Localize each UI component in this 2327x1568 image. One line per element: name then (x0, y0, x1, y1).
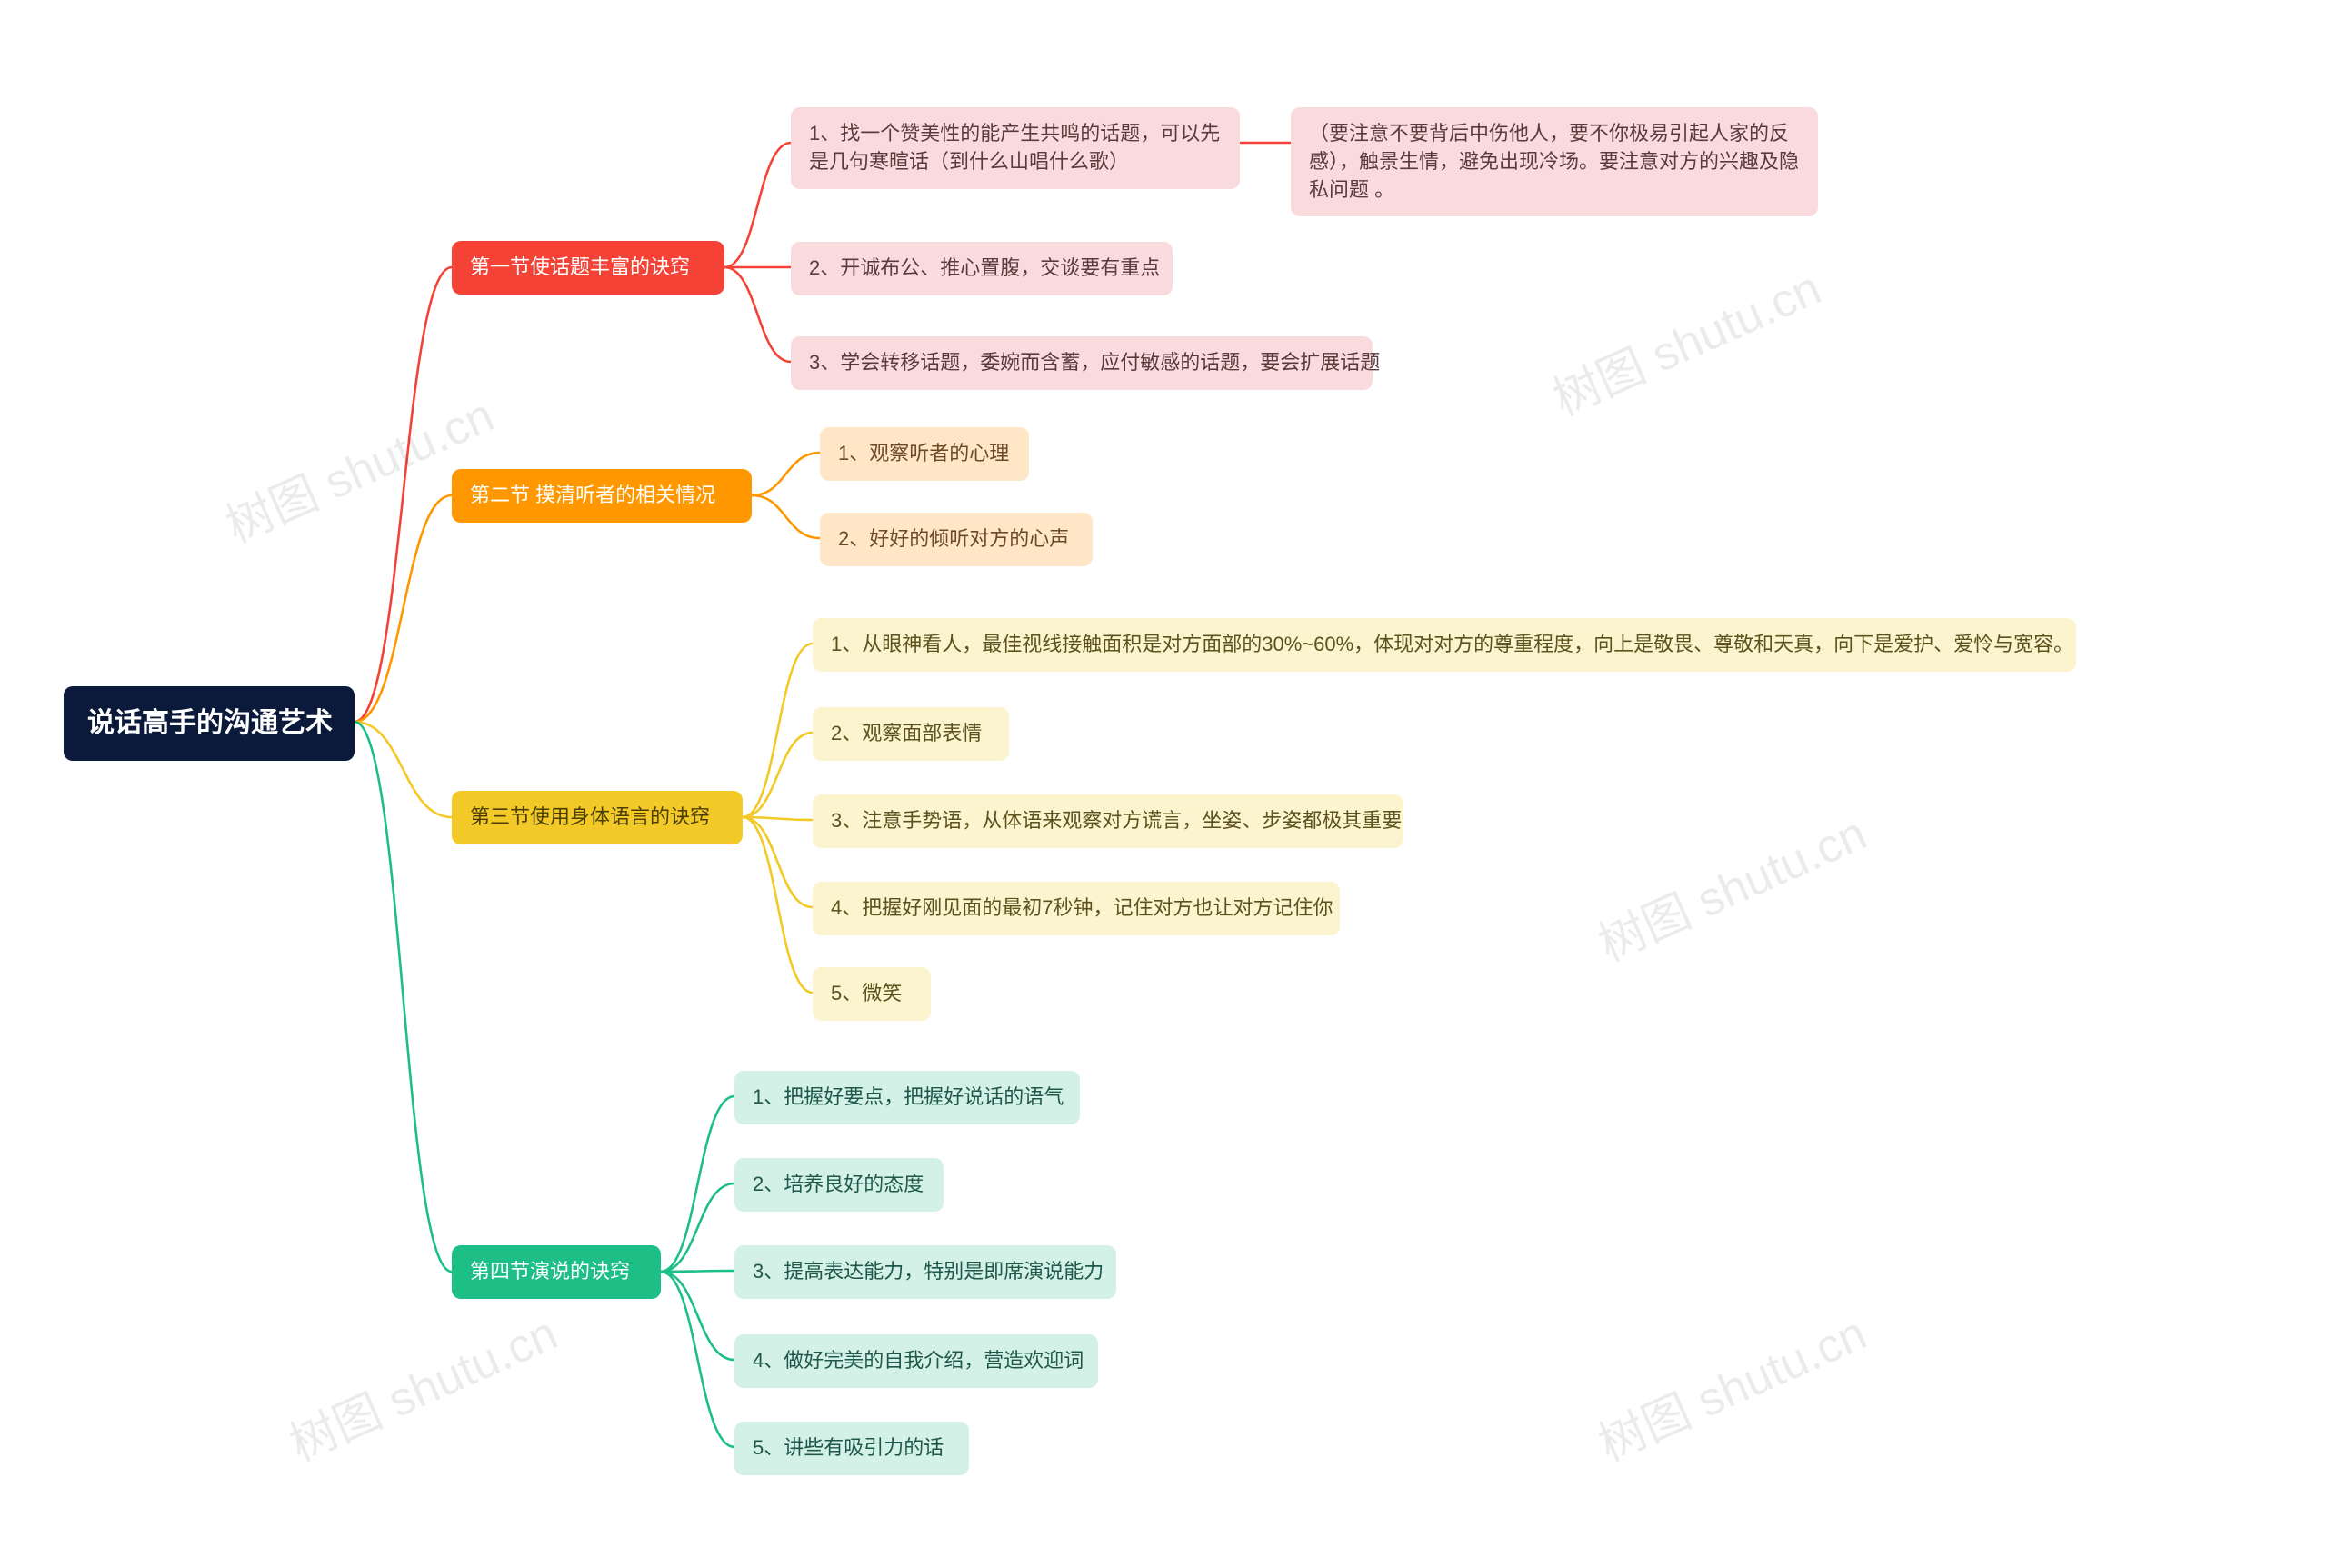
leaf-node-label: 5、讲些有吸引力的话 (753, 1436, 944, 1459)
leaf-node: 5、讲些有吸引力的话 (734, 1422, 969, 1475)
leaf-node-label: 4、把握好刚见面的最初7秒钟，记住对方也让对方记住你 (831, 896, 1333, 919)
leaf-node-label: 4、做好完美的自我介绍，营造欢迎词 (753, 1349, 1084, 1372)
leaf-node: 1、找一个赞美性的能产生共鸣的话题，可以先是几句寒暄话（到什么山唱什么歌） (791, 107, 1240, 189)
leaf-node-label: 3、注意手势语，从体语来观察对方谎言，坐姿、步姿都极其重要 (831, 809, 1402, 832)
leaf-node-label: （要注意不要背后中伤他人，要不你极易引起人家的反感），触景生情，避免出现冷场。要… (1309, 122, 1799, 201)
leaf-node: 2、开诚布公、推心置腹，交谈要有重点 (791, 242, 1173, 295)
section-node-label: 第二节 摸清听者的相关情况 (470, 484, 715, 506)
leaf-node: 1、观察听者的心理 (820, 427, 1029, 481)
leaf-node-label: 3、提高表达能力，特别是即席演说能力 (753, 1260, 1104, 1283)
leaf-node: 3、提高表达能力，特别是即席演说能力 (734, 1245, 1116, 1299)
section-node-label: 第四节演说的诀窍 (470, 1260, 630, 1283)
watermark-text: 树图 shutu.cn (1586, 1295, 1875, 1474)
section-node-label: 第三节使用身体语言的诀窍 (470, 805, 710, 828)
leaf-node: 5、微笑 (813, 967, 931, 1021)
section-node-label: 第一节使话题丰富的诀窍 (470, 255, 690, 278)
leaf-node-label: 3、学会转移话题，委婉而含蓄，应付敏感的话题，要会扩展话题 (809, 351, 1380, 374)
mindmap-canvas: { "canvas": { "width": 2560, "height": 1… (0, 0, 2327, 1568)
watermark-text: 树图 shutu.cn (214, 377, 503, 556)
watermark-text: 树图 shutu.cn (1541, 250, 1830, 429)
watermark-text: 树图 shutu.cn (1586, 795, 1875, 974)
watermark-layer: 树图 shutu.cn 树图 shutu.cn 树图 shutu.cn 树图 shut… (0, 0, 2327, 1568)
leaf-node-label: 1、把握好要点，把握好说话的语气 (753, 1085, 1064, 1108)
leaf-node-label: 2、好好的倾听对方的心声 (838, 527, 1069, 550)
leaf-node: 2、培养良好的态度 (734, 1158, 944, 1212)
leaf-node: 2、好好的倾听对方的心声 (820, 513, 1093, 566)
leaf-node: 3、学会转移话题，委婉而含蓄，应付敏感的话题，要会扩展话题 (791, 336, 1373, 390)
leaf-node-label: 2、培养良好的态度 (753, 1173, 924, 1195)
section-node: 第二节 摸清听者的相关情况 (452, 469, 752, 523)
leaf-node: 1、把握好要点，把握好说话的语气 (734, 1071, 1080, 1124)
leaf-node: （要注意不要背后中伤他人，要不你极易引起人家的反感），触景生情，避免出现冷场。要… (1291, 107, 1818, 216)
section-node: 第四节演说的诀窍 (452, 1245, 661, 1299)
leaf-node: 3、注意手势语，从体语来观察对方谎言，坐姿、步姿都极其重要 (813, 794, 1403, 848)
leaf-node-label: 2、开诚布公、推心置腹，交谈要有重点 (809, 256, 1160, 279)
leaf-node-label: 2、观察面部表情 (831, 722, 982, 744)
watermark-text: 树图 shutu.cn (277, 1295, 566, 1474)
leaf-node-label: 1、从眼神看人，最佳视线接触面积是对方面部的30%~60%，体现对对方的尊重程度… (831, 633, 2073, 655)
section-node: 第三节使用身体语言的诀窍 (452, 791, 743, 844)
leaf-node: 4、把握好刚见面的最初7秒钟，记住对方也让对方记住你 (813, 882, 1340, 935)
leaf-node: 4、做好完美的自我介绍，营造欢迎词 (734, 1334, 1098, 1388)
leaf-node-label: 1、观察听者的心理 (838, 442, 1009, 464)
section-node: 第一节使话题丰富的诀窍 (452, 241, 724, 295)
leaf-node-label: 5、微笑 (831, 982, 902, 1004)
leaf-node: 2、观察面部表情 (813, 707, 1009, 761)
leaf-node: 1、从眼神看人，最佳视线接触面积是对方面部的30%~60%，体现对对方的尊重程度… (813, 618, 2076, 672)
leaf-node-label: 1、找一个赞美性的能产生共鸣的话题，可以先是几句寒暄话（到什么山唱什么歌） (809, 122, 1220, 173)
